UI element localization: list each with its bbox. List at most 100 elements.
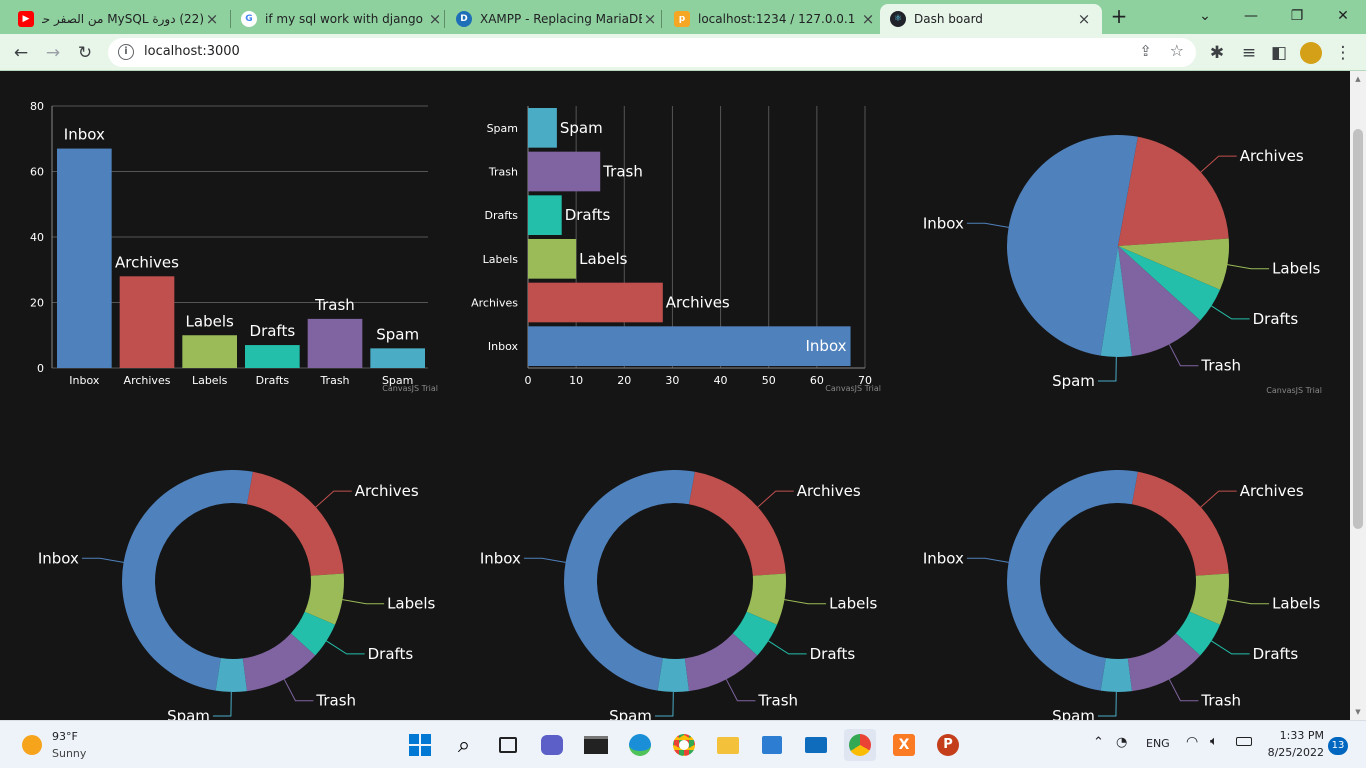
weather-desc[interactable]: Sunny — [52, 747, 87, 760]
sun-weather-icon[interactable] — [22, 735, 42, 755]
slice-labels — [746, 573, 786, 625]
data-label: Trash — [314, 296, 355, 314]
x-tick-label: 10 — [569, 374, 583, 387]
bar-drafts — [245, 345, 300, 368]
slice-drafts — [1175, 611, 1221, 656]
data-label: Inbox — [806, 337, 847, 355]
data-label: Spam — [1052, 372, 1095, 390]
bar-inbox — [528, 326, 851, 366]
address-bar[interactable]: i localhost:3000 ⇪ ☆ — [108, 38, 1196, 67]
close-icon[interactable]: × — [643, 10, 657, 28]
y-tick-label: Archives — [471, 297, 518, 310]
slice-archives — [689, 471, 786, 576]
clock-date[interactable]: 8/25/2022 — [1267, 746, 1324, 759]
close-icon[interactable]: × — [205, 10, 219, 28]
y-tick-label: 0 — [37, 362, 44, 375]
close-icon[interactable]: × — [861, 10, 875, 28]
label-connector — [523, 557, 566, 563]
powerpoint-icon[interactable]: P — [932, 729, 964, 761]
wifi-icon[interactable]: ◠ — [1186, 734, 1199, 750]
notification-badge[interactable]: 13 — [1328, 737, 1348, 755]
bar-inbox — [57, 148, 112, 368]
share-icon[interactable]: ⇪ — [1139, 42, 1152, 60]
tab-dashboard[interactable]: ⚛ Dash board × — [880, 4, 1102, 34]
slice-trash — [1118, 246, 1201, 357]
tab-xampp[interactable]: D XAMPP - Replacing MariaDB × — [446, 4, 668, 34]
forward-arrow-icon[interactable]: → — [45, 43, 61, 63]
bar-chart-horizontal: 0 10 20 30 40 50 60 70 Inbox Inbox Archives Archive… — [471, 106, 881, 393]
language-indicator[interactable]: ENG — [1146, 737, 1170, 750]
menu-kebab-icon[interactable]: ⋮ — [1334, 43, 1352, 63]
extensions-puzzle-icon[interactable]: ✱ — [1209, 43, 1225, 63]
data-label: Trash — [757, 692, 798, 710]
data-label: Inbox — [64, 126, 105, 144]
bar-labels — [182, 335, 237, 368]
terminal-icon[interactable] — [580, 729, 612, 761]
chevron-down-icon[interactable]: ⌄ — [1199, 8, 1211, 24]
label-connector — [81, 557, 124, 563]
data-label: Archives — [1240, 482, 1304, 500]
y-tick-label: 60 — [30, 166, 44, 179]
volume-icon[interactable]: 🔈︎ — [1210, 734, 1218, 749]
label-connector — [725, 679, 756, 702]
weather-temp[interactable]: 93°F — [52, 730, 78, 743]
battery-icon[interactable] — [1236, 736, 1252, 749]
bookmark-star-icon[interactable]: ☆ — [1169, 41, 1184, 60]
bar-labels — [528, 239, 577, 279]
minimize-icon[interactable]: — — [1244, 8, 1258, 24]
tab-youtube[interactable]: ▶ (22) دورة MySQL من الصفر حتى × — [8, 4, 230, 34]
tab-phpmyadmin[interactable]: p localhost:1234 / 127.0.0.1 | p × — [664, 4, 886, 34]
close-icon[interactable]: × — [428, 10, 442, 28]
reload-icon[interactable]: ↻ — [77, 43, 93, 63]
url-text[interactable]: localhost:3000 — [144, 44, 240, 59]
x-tick-label: 70 — [858, 374, 872, 387]
data-label: Labels — [579, 250, 627, 268]
data-label: Labels — [1272, 595, 1320, 613]
data-label: Spam — [167, 707, 210, 720]
scroll-down-icon[interactable]: ▼ — [1355, 708, 1361, 716]
restore-icon[interactable]: ❐ — [1290, 8, 1304, 24]
profile-avatar[interactable] — [1298, 40, 1324, 66]
y-tick-label: Drafts — [485, 209, 519, 222]
network-sync-icon[interactable]: ◔ — [1116, 735, 1128, 750]
xampp-app-icon[interactable]: X — [888, 729, 920, 761]
slice-drafts — [1118, 246, 1221, 321]
slice-archives — [247, 471, 344, 576]
data-label: Spam — [609, 707, 652, 720]
tab-google[interactable]: G if my sql work with django - × — [231, 4, 453, 34]
task-view-icon[interactable] — [492, 729, 524, 761]
label-connector — [757, 490, 794, 508]
y-tick-label: Labels — [483, 253, 519, 266]
edge-icon[interactable] — [624, 729, 656, 761]
new-tab-button[interactable]: + — [1110, 4, 1128, 28]
side-panel-icon[interactable]: ◧ — [1270, 43, 1288, 63]
watermark: CanvasJS Trial — [382, 384, 438, 393]
page-scrollbar[interactable]: ▲ ▼ — [1350, 71, 1366, 720]
label-connector — [966, 557, 1009, 563]
data-label: Drafts — [810, 645, 856, 663]
tab-strip: ▶ (22) دورة MySQL من الصفر حتى × G if my… — [0, 0, 1366, 34]
close-icon[interactable]: × — [1077, 10, 1091, 28]
mail-icon[interactable] — [800, 729, 832, 761]
scrollbar-thumb[interactable] — [1353, 129, 1363, 529]
slice-trash — [242, 633, 316, 692]
close-window-icon[interactable]: ✕ — [1337, 8, 1349, 24]
chrome-icon[interactable] — [668, 729, 700, 761]
file-explorer-icon[interactable] — [712, 729, 744, 761]
info-icon[interactable]: i — [118, 44, 134, 60]
chat-icon[interactable] — [536, 729, 568, 761]
windows-start-icon[interactable] — [404, 729, 436, 761]
back-arrow-icon[interactable]: ← — [13, 43, 29, 63]
search-icon[interactable]: ⌕ — [457, 732, 471, 758]
media-queue-icon[interactable]: ≡ — [1241, 43, 1257, 63]
data-label: Drafts — [368, 645, 414, 663]
clock-time[interactable]: 1:33 PM — [1279, 729, 1324, 742]
store-icon[interactable] — [756, 729, 788, 761]
scroll-up-icon[interactable]: ▲ — [1355, 75, 1361, 83]
label-connector — [1227, 264, 1270, 270]
chrome-profile-icon[interactable] — [844, 729, 876, 761]
data-label: Trash — [315, 692, 356, 710]
x-tick-label: 60 — [810, 374, 824, 387]
chevron-up-icon[interactable]: ⌃ — [1093, 735, 1104, 750]
y-tick-label: 80 — [30, 100, 44, 113]
